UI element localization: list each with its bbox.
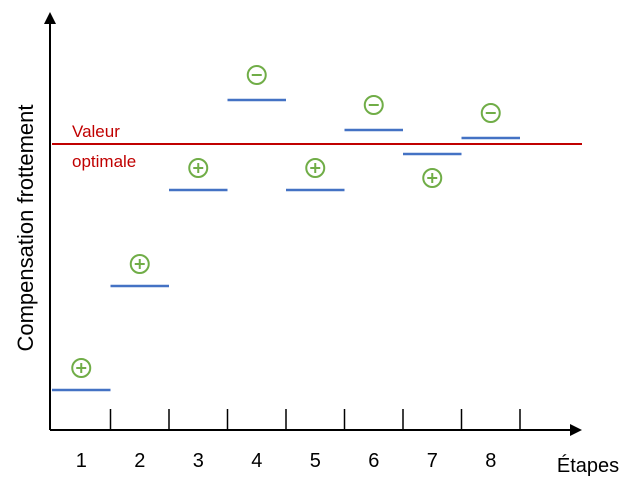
x-tick-label: 1 xyxy=(76,450,87,472)
x-tick-label: 8 xyxy=(485,450,496,472)
plus-sign-icon xyxy=(188,158,209,178)
x-tick-labels: 1 2 3 4 5 6 7 8 xyxy=(76,450,497,472)
minus-sign-icon xyxy=(480,103,501,123)
x-tick-label: 2 xyxy=(134,450,145,472)
minus-sign-icon xyxy=(246,65,267,85)
plus-sign-icon xyxy=(71,358,92,378)
step-levels xyxy=(52,98,520,392)
x-tick-label: 3 xyxy=(193,450,204,472)
plus-sign-icon xyxy=(422,168,443,188)
optimal-value-label-line2: optimale xyxy=(72,152,136,171)
x-tick-label: 5 xyxy=(310,450,321,472)
x-axis-label: Étapes xyxy=(557,454,619,477)
x-tick-label: 6 xyxy=(368,450,379,472)
x-tick-label: 7 xyxy=(427,450,438,472)
plus-sign-icon xyxy=(305,158,326,178)
y-axis-label: Compensation frottement xyxy=(13,104,38,351)
optimal-value-label-line1: Valeur xyxy=(72,122,120,141)
adjustment-signs xyxy=(71,65,501,378)
x-tick-label: 4 xyxy=(251,450,262,472)
plus-sign-icon xyxy=(129,254,150,274)
minus-sign-icon xyxy=(363,95,384,115)
x-tick-marks xyxy=(109,409,521,430)
